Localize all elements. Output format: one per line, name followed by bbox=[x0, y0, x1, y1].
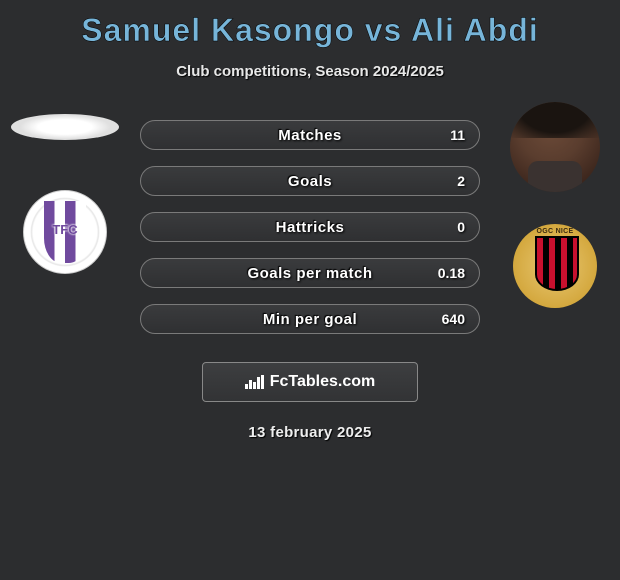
bar-chart-icon bbox=[245, 375, 264, 389]
comparison-card: Samuel Kasongo vs Ali Abdi Club competit… bbox=[0, 0, 620, 441]
player-photo-right bbox=[510, 102, 600, 192]
date-line: 13 february 2025 bbox=[0, 424, 620, 441]
player-photo-left bbox=[11, 114, 119, 140]
stat-label: Goals bbox=[141, 173, 479, 190]
club-badge-left bbox=[23, 190, 107, 274]
stat-row-hattricks: Hattricks 0 bbox=[140, 212, 480, 242]
right-player-column bbox=[495, 102, 615, 308]
page-title: Samuel Kasongo vs Ali Abdi bbox=[0, 0, 620, 49]
subtitle: Club competitions, Season 2024/2025 bbox=[0, 63, 620, 80]
stat-right-value: 11 bbox=[450, 127, 465, 143]
stat-right-value: 2 bbox=[457, 173, 465, 189]
stat-row-mpg: Min per goal 640 bbox=[140, 304, 480, 334]
watermark: FcTables.com bbox=[202, 362, 418, 402]
left-player-column bbox=[5, 102, 125, 274]
stat-label: Goals per match bbox=[141, 265, 479, 282]
stat-label: Hattricks bbox=[141, 219, 479, 236]
stat-right-value: 640 bbox=[442, 311, 465, 327]
stat-right-value: 0 bbox=[457, 219, 465, 235]
stat-right-value: 0.18 bbox=[438, 265, 465, 281]
stat-label: Matches bbox=[141, 127, 479, 144]
stat-row-gpm: Goals per match 0.18 bbox=[140, 258, 480, 288]
club-badge-right bbox=[513, 224, 597, 308]
stat-label: Min per goal bbox=[141, 311, 479, 328]
watermark-text: FcTables.com bbox=[270, 373, 376, 391]
stat-row-goals: Goals 2 bbox=[140, 166, 480, 196]
stat-row-matches: Matches 11 bbox=[140, 120, 480, 150]
stats-area: Matches 11 Goals 2 Hattricks 0 Goals per… bbox=[0, 120, 620, 350]
